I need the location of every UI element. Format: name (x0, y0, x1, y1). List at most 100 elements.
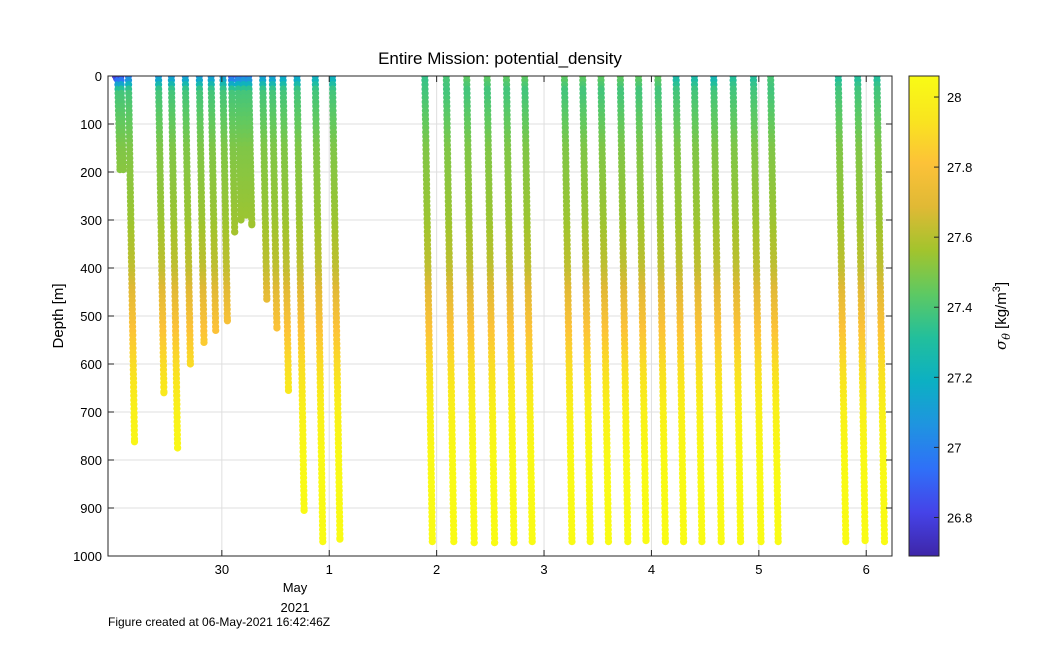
data-point (624, 538, 632, 546)
cast-profile (749, 76, 765, 546)
cast-profile (421, 76, 436, 546)
colorbar-label-subscript: θ (1000, 333, 1013, 340)
y-tick-label: 300 (80, 213, 102, 228)
data-point (130, 438, 139, 446)
y-tick-label: 500 (80, 309, 102, 324)
colorbar-label-symbol: σ (992, 339, 1010, 350)
colorbar-label: σθ [kg/m3] (991, 282, 1013, 350)
colorbar-tick-label: 27.6 (947, 230, 972, 245)
figure-footer: Figure created at 06-May-2021 16:42:46Z (108, 615, 331, 629)
x-tick-label: 4 (648, 562, 655, 577)
data-point (336, 535, 344, 543)
cast-profile (234, 76, 245, 224)
data-point (528, 538, 536, 546)
y-axis-label: Depth [m] (50, 283, 67, 348)
y-tick-label: 800 (80, 453, 102, 468)
y-tick-label: 200 (80, 165, 102, 180)
colorbar-ticks: 26.8 27 27.2 27.4 27.6 27.8 28 (934, 90, 972, 525)
cast-profile (311, 76, 327, 546)
data-point (470, 539, 478, 547)
cast-profile (195, 76, 208, 346)
data-point (880, 538, 889, 546)
colorbar-tick-label: 26.8 (947, 510, 972, 525)
colorbar-label-units: [kg/m (993, 292, 1010, 333)
cast-profile (124, 76, 139, 446)
data-point (842, 538, 850, 546)
colorbar-tick-label: 27.2 (947, 370, 972, 385)
cast-profile (483, 76, 499, 547)
cast-profile (854, 76, 869, 545)
colorbar-tick-label: 27 (947, 440, 961, 455)
cast-profile (227, 76, 239, 236)
y-tick-label: 700 (80, 405, 102, 420)
colorbar: 26.8 27 27.2 27.4 27.6 27.8 28 σθ [kg/m3] (908, 75, 1013, 557)
data-point (273, 324, 281, 332)
colorbar-label-suffix: ] (993, 282, 1010, 286)
cast-profile (181, 76, 194, 368)
cast-profile (560, 76, 576, 546)
cast-profile (279, 76, 293, 394)
x-tick-year-label: 2021 (281, 600, 310, 615)
cast-profile (268, 76, 281, 332)
data-point (212, 326, 220, 334)
data-point (231, 228, 239, 236)
cast-profile (502, 76, 518, 547)
data-point (491, 539, 499, 547)
cast-profile (239, 76, 250, 219)
cast-profile (710, 76, 725, 546)
x-axis: 30 1 2 3 4 5 6 (215, 76, 870, 577)
cast-profile (293, 76, 308, 514)
cast-profile (690, 76, 706, 546)
cast-profile (767, 76, 782, 546)
y-tick-label: 900 (80, 501, 102, 516)
data-point (774, 538, 782, 546)
cast-profile (521, 76, 536, 546)
data-point (319, 538, 327, 546)
cast-profile (154, 76, 168, 397)
x-tick-label: 2 (433, 562, 440, 577)
y-tick-label: 100 (80, 117, 102, 132)
y-tick-label: 600 (80, 357, 102, 372)
data-point (160, 389, 168, 397)
cast-profile (463, 76, 478, 547)
cast-profile (834, 76, 850, 546)
y-axis: 0 100 200 300 400 500 600 700 800 900 1000 (73, 69, 892, 564)
cast-profile (672, 76, 688, 546)
cast-profile (328, 76, 344, 543)
cast-profile (597, 76, 613, 546)
data-point (680, 538, 688, 546)
data-point (737, 538, 745, 546)
x-tick-label: 5 (755, 562, 762, 577)
data-point (717, 538, 725, 546)
y-tick-label: 0 (95, 69, 102, 84)
cast-profile (616, 76, 632, 546)
data-point (300, 506, 308, 514)
cast-profile (245, 76, 256, 229)
cast-profile (729, 76, 745, 546)
colorbar-tick-label: 27.4 (947, 300, 972, 315)
data-point (568, 538, 576, 546)
colorbar-tick-label: 27.8 (947, 160, 972, 175)
x-tick-label: 6 (863, 562, 870, 577)
y-tick-label: 1000 (73, 549, 102, 564)
cast-profile (167, 76, 182, 452)
x-tick-label: 1 (326, 562, 333, 577)
data-point (200, 338, 208, 346)
x-tick-label: 30 (215, 562, 229, 577)
data-point (604, 538, 613, 546)
data-point (119, 166, 127, 174)
data-point (428, 538, 436, 546)
data-point (586, 538, 594, 546)
cast-profile (634, 76, 650, 545)
cast-profile (873, 76, 889, 546)
data-point (263, 295, 271, 303)
cast-profile (219, 76, 231, 325)
data-point (237, 216, 245, 224)
data-point (284, 386, 293, 394)
data-point (186, 360, 194, 368)
cast-profile (207, 76, 220, 334)
data-point (174, 444, 182, 452)
cast-profile (654, 76, 670, 546)
data-point (510, 539, 518, 547)
